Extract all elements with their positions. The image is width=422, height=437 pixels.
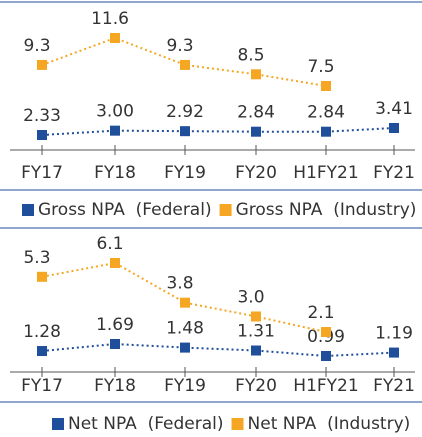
- data-label: 3.8: [166, 274, 193, 294]
- data-label: 7.5: [307, 57, 334, 77]
- data-label: 8.5: [237, 45, 264, 65]
- data-label: 11.6: [91, 9, 129, 29]
- data-label: 2.33: [23, 106, 61, 126]
- marker: [180, 59, 190, 70]
- x-tick-label: H1FY21: [293, 376, 358, 396]
- marker: [180, 342, 190, 353]
- legend-label: Net NPA (Industry): [248, 414, 411, 434]
- marker: [321, 327, 331, 337]
- marker: [37, 59, 47, 70]
- series-line: [41, 36, 327, 87]
- marker: [321, 351, 331, 361]
- legend-label: Net NPA (Federal): [68, 414, 224, 434]
- data-label: 9.3: [23, 36, 50, 56]
- legend-swatch: [52, 418, 64, 430]
- marker: [251, 126, 261, 137]
- x-tick-label: H1FY21: [293, 163, 358, 183]
- x-tick-label: FY21: [373, 376, 415, 396]
- marker: [37, 346, 47, 357]
- marker: [37, 130, 47, 140]
- data-label: 6.1: [96, 234, 123, 254]
- marker: [251, 311, 261, 322]
- data-label: 1.69: [96, 315, 134, 335]
- data-label: 2.84: [307, 103, 345, 123]
- marker: [251, 345, 261, 356]
- marker: [389, 347, 399, 358]
- x-tick-label: FY17: [21, 376, 63, 396]
- data-label: 9.3: [166, 36, 193, 56]
- marker: [321, 81, 331, 91]
- data-label: 1.19: [375, 324, 413, 344]
- series-line: [41, 342, 395, 358]
- data-label: 5.3: [23, 248, 50, 268]
- series-line: [41, 127, 395, 136]
- data-label: 3.41: [375, 99, 413, 119]
- marker: [321, 126, 331, 137]
- x-tick-label: FY20: [235, 163, 277, 183]
- data-label: 1.28: [23, 322, 61, 342]
- data-label: 1.31: [237, 322, 275, 342]
- marker: [389, 123, 399, 133]
- marker: [110, 258, 120, 268]
- marker: [110, 33, 120, 43]
- legend-swatch: [219, 204, 232, 216]
- x-tick-label: FY18: [94, 163, 136, 183]
- x-tick-label: FY17: [21, 163, 63, 183]
- data-label: 2.92: [166, 102, 204, 122]
- marker: [110, 125, 120, 136]
- legend-swatch: [231, 418, 244, 430]
- legend-swatch: [22, 204, 34, 216]
- x-tick-label: FY21: [373, 163, 415, 183]
- legend-label: Gross NPA (Federal): [38, 200, 212, 220]
- marker: [110, 339, 120, 349]
- data-label: 2.84: [237, 103, 275, 123]
- x-tick-label: FY19: [164, 163, 206, 183]
- data-label: 3.00: [96, 102, 134, 122]
- x-tick-label: FY19: [164, 376, 206, 396]
- marker: [180, 297, 190, 308]
- x-tick-label: FY18: [94, 376, 136, 396]
- data-label: 2.1: [307, 303, 334, 323]
- marker: [37, 271, 47, 282]
- legend-label: Gross NPA (Industry): [236, 200, 417, 220]
- series-line: [41, 261, 327, 333]
- marker: [180, 126, 190, 137]
- data-label: 3.0: [237, 287, 264, 307]
- marker: [251, 69, 261, 80]
- data-label: 1.48: [166, 319, 204, 339]
- x-tick-label: FY20: [235, 376, 277, 396]
